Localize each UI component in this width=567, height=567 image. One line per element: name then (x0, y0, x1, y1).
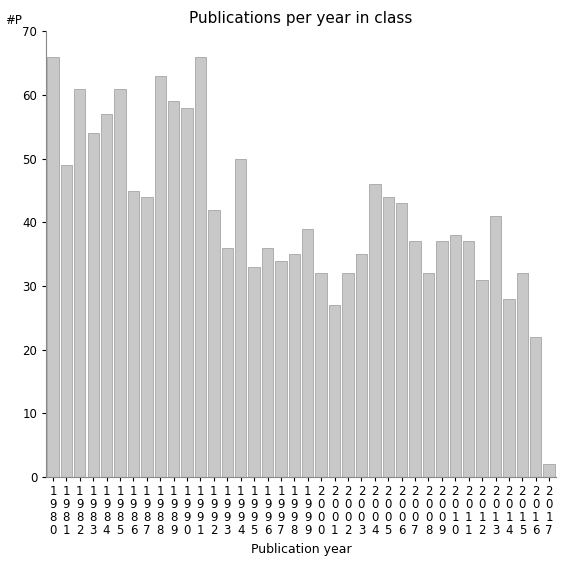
Bar (74, 88, 86, 477)
Text: #P: #P (6, 14, 22, 27)
Bar (195, 57, 206, 477)
Bar (503, 299, 515, 477)
Bar (235, 159, 247, 477)
Bar (275, 261, 287, 477)
Bar (115, 88, 126, 477)
Bar (476, 280, 488, 477)
Bar (87, 133, 99, 477)
X-axis label: Publication year: Publication year (251, 543, 352, 556)
Bar (302, 229, 314, 477)
Bar (155, 76, 166, 477)
Bar (383, 197, 394, 477)
Bar (436, 242, 447, 477)
Bar (141, 197, 153, 477)
Bar (61, 165, 72, 477)
Bar (47, 57, 58, 477)
Bar (423, 273, 434, 477)
Title: Publications per year in class: Publications per year in class (189, 11, 413, 26)
Bar (101, 114, 112, 477)
Bar (128, 191, 139, 477)
Bar (329, 305, 340, 477)
Bar (289, 254, 300, 477)
Bar (396, 204, 407, 477)
Bar (356, 254, 367, 477)
Bar (262, 248, 273, 477)
Bar (248, 267, 260, 477)
Bar (517, 273, 528, 477)
Bar (342, 273, 354, 477)
Bar (181, 108, 193, 477)
Bar (409, 242, 421, 477)
Bar (208, 210, 219, 477)
Bar (530, 337, 541, 477)
Bar (544, 464, 555, 477)
Bar (168, 101, 179, 477)
Bar (369, 184, 380, 477)
Bar (222, 248, 233, 477)
Bar (315, 273, 327, 477)
Bar (463, 242, 475, 477)
Bar (450, 235, 461, 477)
Bar (490, 216, 501, 477)
